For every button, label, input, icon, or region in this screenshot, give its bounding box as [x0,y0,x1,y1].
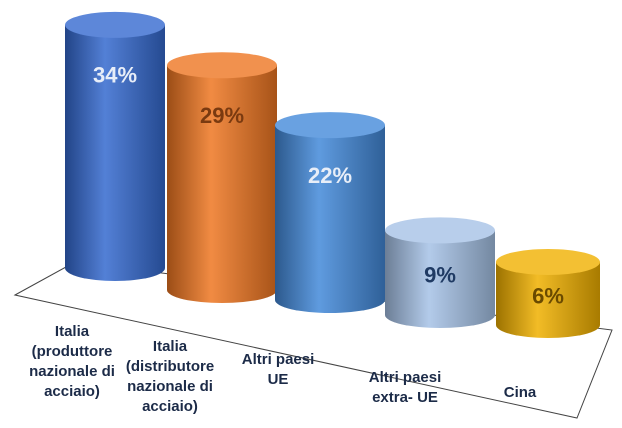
cylinder-bar [385,230,495,328]
cylinder-top [65,11,165,38]
category-label: Altri paesi extra- UE [368,369,442,406]
floor [13,261,613,419]
cylinder-bar [167,65,277,303]
cylinder-top [167,52,277,79]
category-label: Altri paesi UE [241,351,315,388]
category-label: Cina [503,384,537,401]
cylinder-top [385,217,495,244]
value-label: 34% [93,63,137,88]
value-label: 6% [532,283,564,308]
value-label: 22% [308,163,352,188]
value-label: 9% [424,263,456,288]
category-label: Italia (produttore nazionale di acciaio) [29,323,115,400]
category-label: Italia (distributore nazionale di acciai… [125,338,215,415]
value-label: 29% [200,103,244,128]
cylinder-top [275,112,385,139]
cylinder-top [496,249,600,275]
cylinder-bar [275,125,385,313]
cylinder-bar [65,24,165,282]
cylinder-bar [496,262,600,338]
